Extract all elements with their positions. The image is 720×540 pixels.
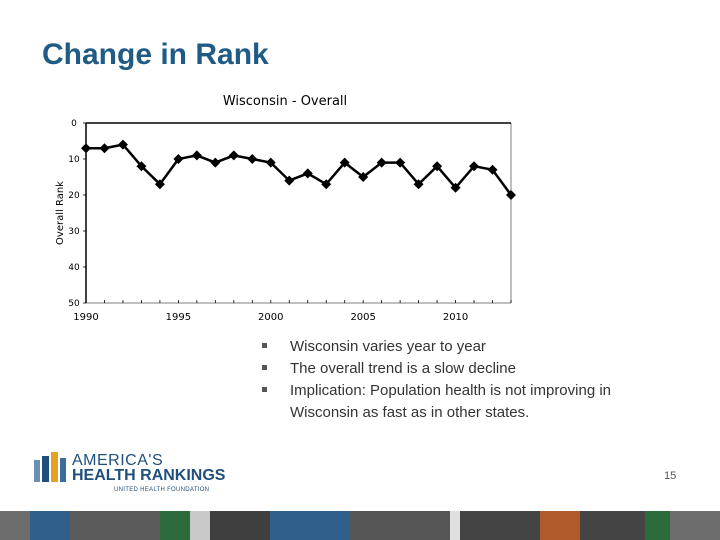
logo-text-main: HEALTH RANKINGS <box>72 467 226 484</box>
data-point-marker <box>81 143 91 154</box>
data-point-marker <box>302 168 313 179</box>
data-point-marker <box>487 164 498 175</box>
data-point-marker <box>395 157 406 168</box>
slide-title: Change in Rank <box>42 38 269 71</box>
bullet-square-icon <box>262 343 267 348</box>
chart-axes <box>85 122 512 304</box>
data-point-marker <box>506 190 516 200</box>
x-tick-label: 2000 <box>258 312 283 323</box>
bullet-square-icon <box>262 387 267 392</box>
data-point-marker <box>376 157 387 168</box>
logo-text-top: AMERICA'S <box>72 452 164 469</box>
rank-line-chart: Wisconsin - Overall Overall Rank 0 10 20 30… <box>55 94 516 323</box>
bullet-text: The overall trend is a slow decline <box>290 360 516 377</box>
bullet-square-icon <box>262 365 267 370</box>
page-number: 15 <box>664 470 677 482</box>
data-point-marker <box>450 182 461 193</box>
data-point-marker <box>247 154 258 164</box>
data-point-marker <box>321 179 332 190</box>
y-tick-label: 50 <box>68 299 80 309</box>
data-point-marker <box>432 161 443 172</box>
x-tick-label: 1990 <box>73 312 98 323</box>
y-tick-label: 40 <box>68 263 80 273</box>
data-point-marker <box>210 157 221 168</box>
y-tick-label: 0 <box>71 119 77 129</box>
logo-text-sub: UNITED HEALTH FOUNDATION <box>114 487 210 493</box>
data-point-marker <box>413 179 424 190</box>
bullet-item: The overall trend is a slow decline <box>262 358 662 380</box>
x-tick-label: 1995 <box>166 312 191 323</box>
y-tick-label: 20 <box>68 191 80 201</box>
chart-title: Wisconsin - Overall <box>223 94 347 109</box>
data-point-marker <box>117 139 128 150</box>
logo-icon <box>34 452 66 482</box>
bullet-text: Wisconsin varies year to year <box>290 338 486 355</box>
x-tick-label: 2010 <box>443 312 468 323</box>
data-point-marker <box>284 175 295 186</box>
bullet-list: Wisconsin varies year to year The overal… <box>262 336 662 424</box>
data-point-marker <box>173 154 184 164</box>
y-axis-label: Overall Rank <box>55 181 66 245</box>
y-tick-label: 10 <box>68 155 80 165</box>
data-point-marker <box>99 143 110 154</box>
y-tick-label: 30 <box>68 227 80 237</box>
data-point-marker <box>136 161 147 172</box>
series-line <box>86 143 513 196</box>
data-point-marker <box>154 179 165 190</box>
series-markers <box>81 139 516 200</box>
data-point-marker <box>469 161 480 172</box>
data-point-marker <box>339 157 350 168</box>
y-tick-labels: 0 10 20 30 40 50 <box>68 119 86 309</box>
bullet-item: Implication: Population health is not im… <box>262 380 662 424</box>
bullet-item: Wisconsin varies year to year <box>262 336 662 358</box>
data-point-marker <box>228 150 239 161</box>
footer-decoration <box>0 511 720 540</box>
x-tick-label: 2005 <box>350 312 375 323</box>
x-tick-labels: 1990 1995 2000 2005 2010 <box>73 312 468 323</box>
data-point-marker <box>358 172 369 182</box>
data-point-marker <box>265 157 276 168</box>
data-point-marker <box>191 150 202 161</box>
bullet-text: Implication: Population health is not im… <box>290 382 612 421</box>
